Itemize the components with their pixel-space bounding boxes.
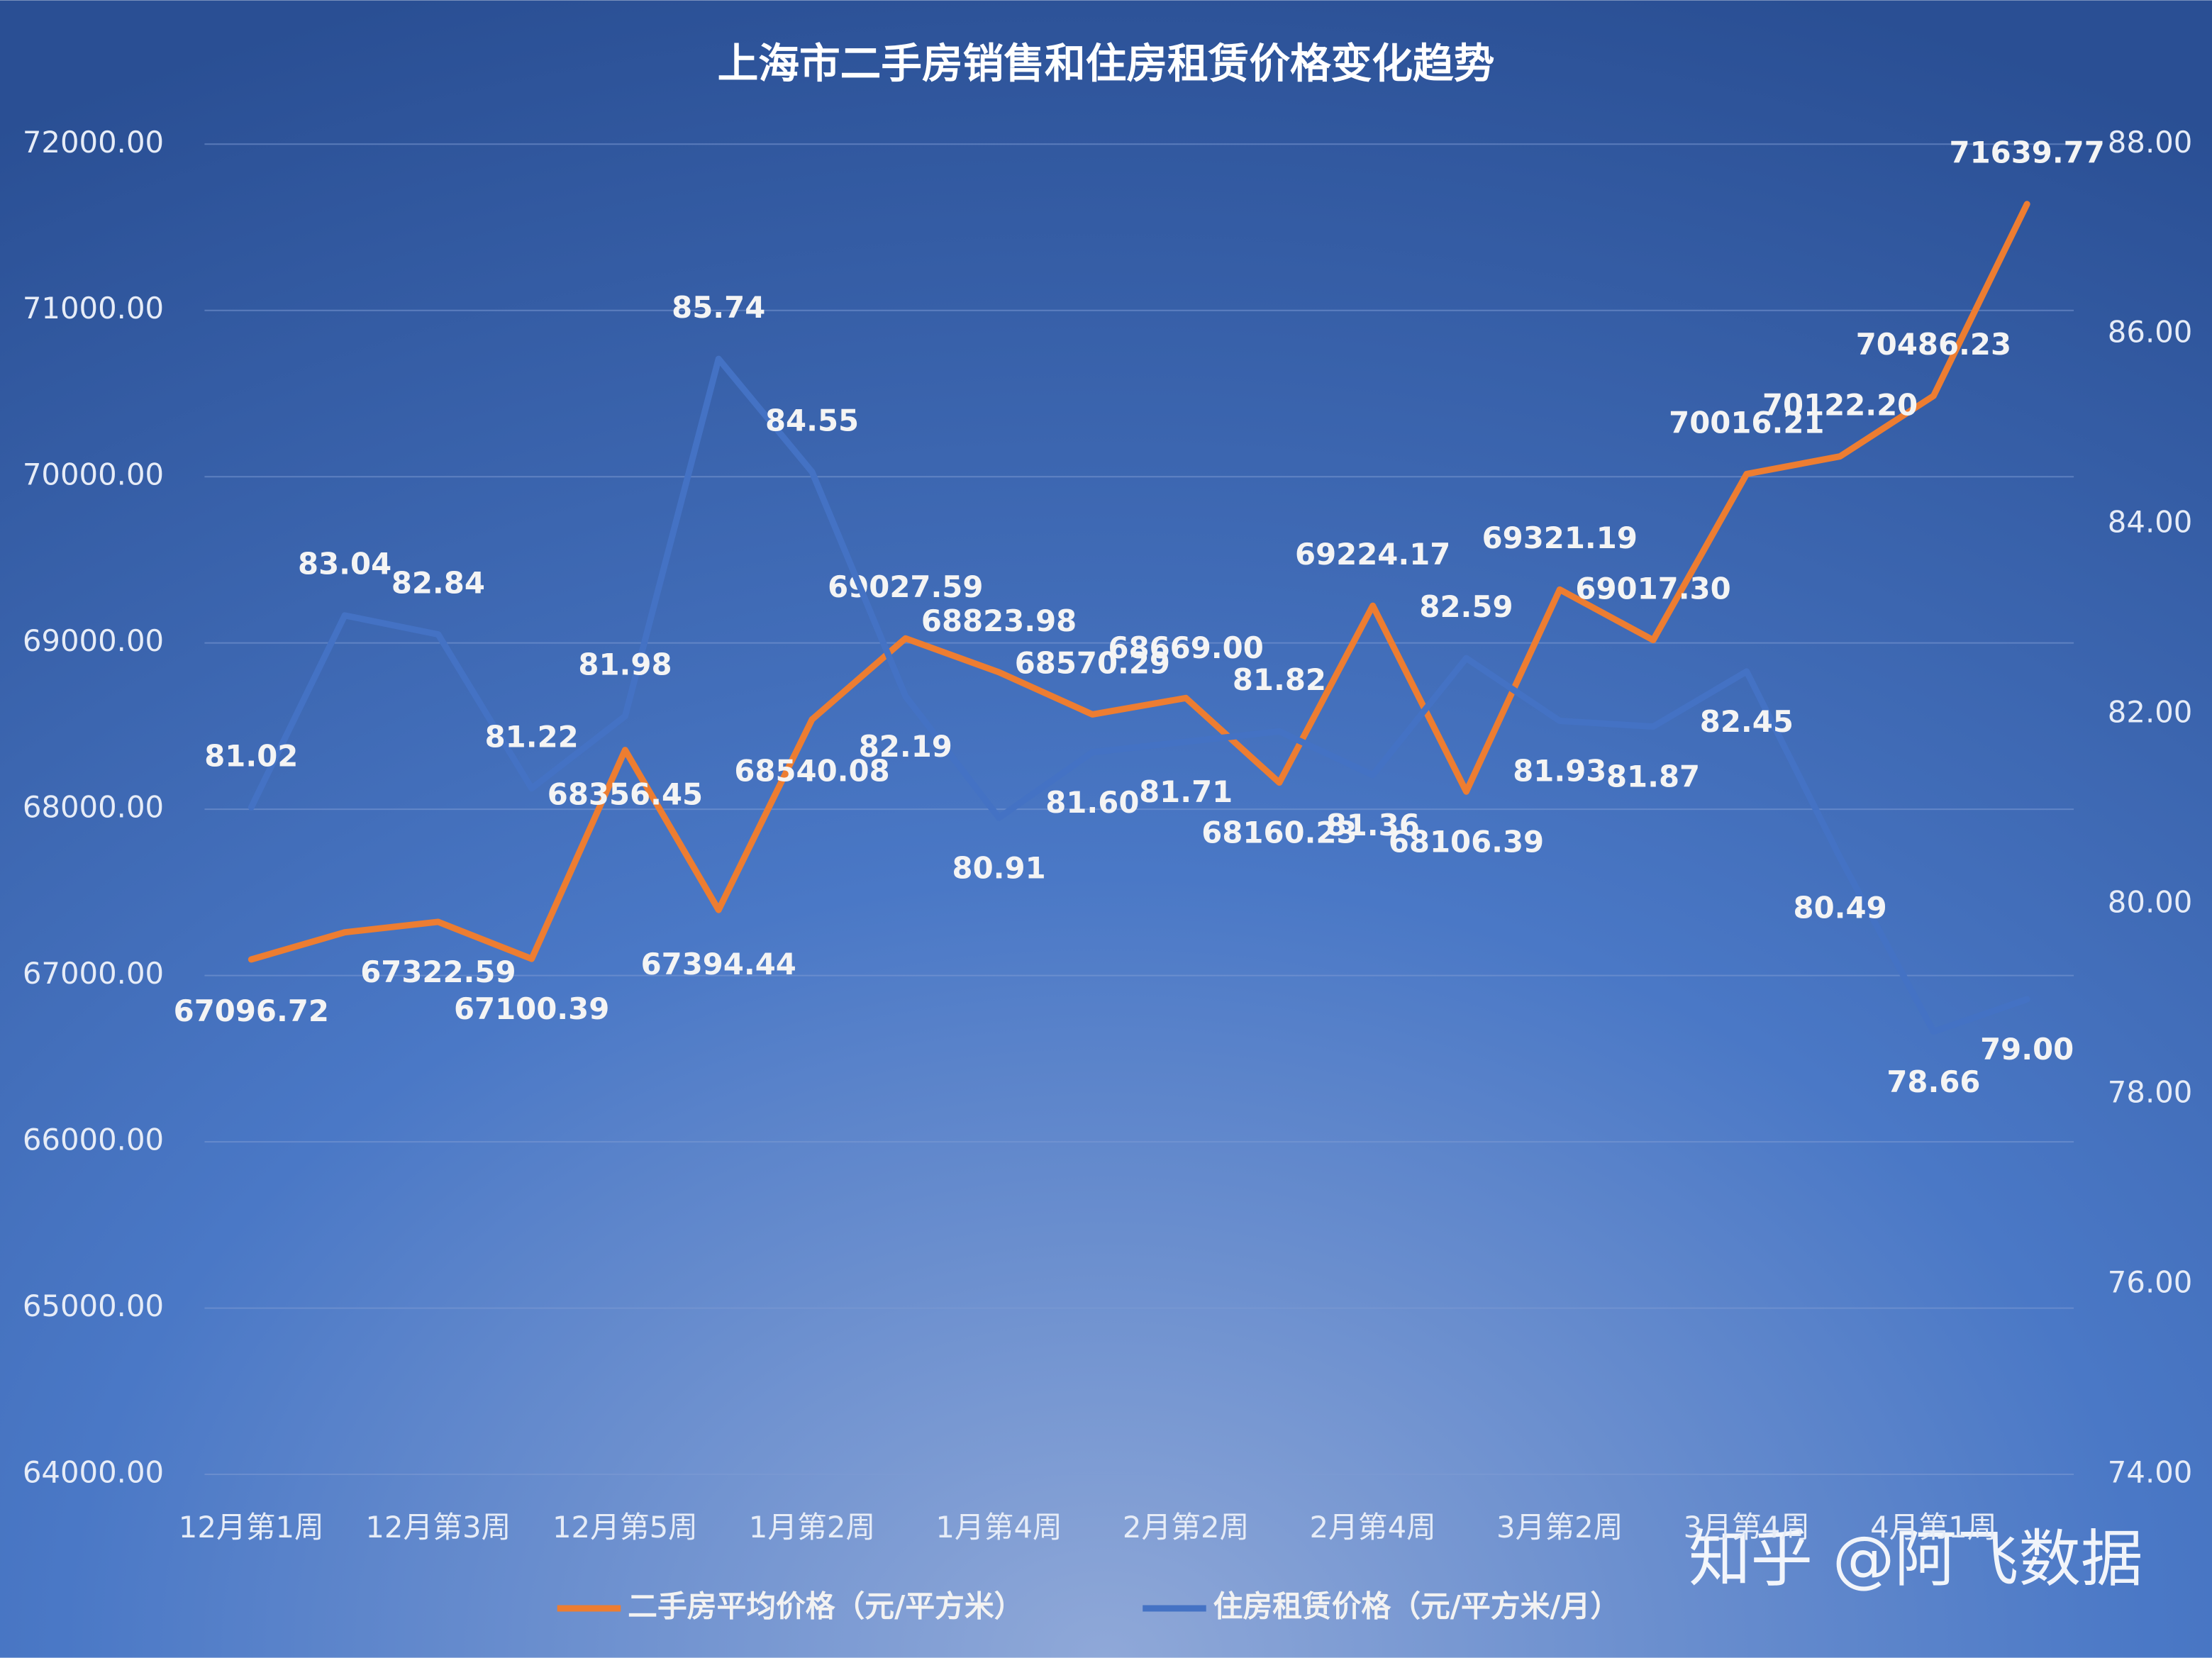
x-tick-label: 1月第4周 (935, 1510, 1062, 1545)
y-tick-label: 67000.00 (23, 956, 164, 991)
data-label: 81.93 (1513, 754, 1606, 789)
data-label: 68823.98 (921, 603, 1077, 638)
data-label: 82.59 (1419, 589, 1513, 624)
data-label: 80.49 (1794, 891, 1887, 925)
series-line (248, 355, 2030, 1035)
data-label: 71639.77 (1950, 135, 2105, 170)
y-tick-label: 68000.00 (23, 790, 164, 825)
x-tick-label: 12月第5周 (552, 1510, 698, 1545)
series-line (248, 201, 2030, 963)
data-label: 68570.29 (1015, 645, 1170, 680)
y-tick-label: 72000.00 (23, 125, 164, 160)
data-label: 81.22 (485, 720, 579, 755)
x-tick-label: 3月第4周 (1684, 1510, 1810, 1545)
y-tick-label: 64000.00 (23, 1455, 164, 1490)
x-tick-label: 2月第4周 (1309, 1510, 1435, 1545)
data-label: 83.04 (298, 547, 391, 582)
x-tick-label: 12月第1周 (179, 1510, 324, 1545)
y-tick-label: 66000.00 (23, 1123, 164, 1157)
data-label: 67096.72 (174, 994, 329, 1028)
legend-label: 二手房平均价格（元/平方米） (628, 1589, 1023, 1624)
data-label: 81.98 (578, 647, 672, 682)
chart-title: 上海市二手房销售和住房租赁价格变化趋势 (718, 39, 1495, 87)
data-label: 81.02 (204, 738, 298, 773)
data-label: 70016.21 (1669, 405, 1824, 440)
data-label: 82.84 (391, 566, 485, 601)
y2-tick-label: 78.00 (2108, 1075, 2193, 1110)
y2-tick-label: 80.00 (2108, 885, 2193, 920)
y-tick-label: 65000.00 (23, 1289, 164, 1323)
y2-tick-label: 84.00 (2108, 505, 2193, 540)
data-label: 69017.30 (1575, 572, 1730, 606)
data-label: 81.60 (1045, 785, 1139, 820)
watermark: 知乎 @阿飞数据 (1689, 1523, 2142, 1595)
data-label: 81.36 (1326, 808, 1420, 842)
data-label: 70122.20 (1762, 387, 1918, 422)
data-label: 85.74 (672, 290, 765, 325)
data-label: 67322.59 (360, 955, 516, 989)
data-label: 68106.39 (1389, 824, 1544, 859)
data-label: 70486.23 (1856, 327, 2011, 362)
y2-tick-label: 86.00 (2108, 315, 2193, 350)
data-label: 69224.17 (1295, 537, 1450, 572)
data-label: 84.55 (765, 403, 859, 438)
data-label: 82.19 (859, 729, 952, 764)
x-tick-label: 4月第1周 (1870, 1510, 1996, 1545)
data-label: 68669.00 (1108, 630, 1263, 665)
data-label: 81.71 (1139, 774, 1233, 809)
x-tick-label: 2月第2周 (1123, 1510, 1249, 1545)
data-label: 68540.08 (734, 754, 889, 789)
y-tick-label: 71000.00 (23, 291, 164, 326)
data-label: 78.66 (1886, 1064, 1980, 1099)
data-label: 79.00 (1980, 1032, 2074, 1067)
data-label: 68160.23 (1201, 816, 1357, 850)
data-label: 82.45 (1700, 704, 1794, 739)
data-label: 81.87 (1606, 760, 1700, 794)
data-label: 80.91 (952, 850, 1046, 885)
y2-tick-label: 82.00 (2108, 695, 2193, 730)
data-label: 69321.19 (1482, 521, 1638, 555)
x-tick-label: 1月第2周 (749, 1510, 875, 1545)
x-tick-label: 12月第3周 (365, 1510, 511, 1545)
data-label: 67100.39 (454, 991, 609, 1026)
legend-label: 住房租赁价格（元/平方米/月） (1213, 1589, 1620, 1624)
data-label: 68356.45 (548, 777, 703, 812)
x-tick-label: 3月第2周 (1496, 1510, 1623, 1545)
y2-tick-label: 74.00 (2108, 1455, 2193, 1490)
data-label: 67394.44 (641, 947, 796, 981)
data-label: 81.82 (1233, 662, 1326, 697)
y-tick-label: 70000.00 (23, 457, 164, 492)
y2-tick-label: 76.00 (2108, 1265, 2193, 1300)
data-label: 69027.59 (828, 569, 983, 604)
y2-tick-label: 88.00 (2108, 125, 2193, 160)
y-tick-label: 69000.00 (23, 623, 164, 658)
